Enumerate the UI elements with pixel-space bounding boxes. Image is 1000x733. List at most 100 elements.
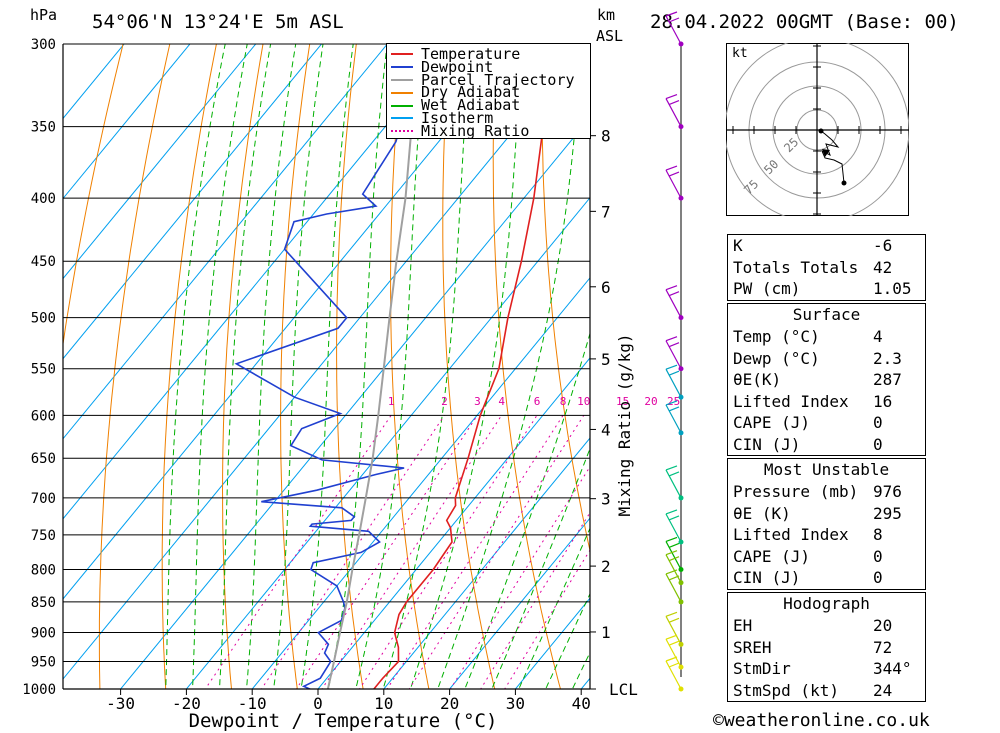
pressure-tick-label: 1000 (22, 682, 56, 698)
dry-adiabat-line (63, 44, 124, 348)
x-tick-label: -20 (172, 694, 201, 713)
mu-pressure-label: Pressure (mb) (733, 482, 859, 501)
surface-temp-value: 4 (873, 327, 883, 346)
legend-swatch (391, 53, 413, 56)
parcel-trajectory-profile (326, 44, 422, 689)
legend-label: Wet Adiabat (421, 96, 521, 115)
legend-item: Dry Adiabat (387, 85, 590, 100)
surface-cin-value: 0 (873, 434, 883, 454)
legend-swatch (391, 130, 413, 133)
forecast-datetime: 28.04.2022 00GMT (Base: 00) (650, 11, 959, 33)
mixing-ratio-line (260, 415, 445, 689)
mixing-ratio-label: 8 (560, 395, 567, 408)
mu-theta-value: 295 (873, 503, 902, 523)
wind-barb (665, 400, 684, 436)
wet-adiabat-line (382, 44, 471, 689)
surface-theta-label: θE(K) (733, 370, 782, 389)
skew-t-diagram: 3003504004505005506006507007508008509009… (22, 7, 720, 732)
pressure-tick-label: 800 (31, 562, 56, 578)
mu-li-label: Lifted Index (733, 525, 849, 544)
dry-adiabat-line (221, 44, 264, 689)
x-tick-label: -10 (238, 694, 267, 713)
wind-barb (665, 165, 684, 201)
stmspd-value: 24 (873, 680, 893, 700)
isotherm-line (383, 437, 590, 689)
wet-adiabat-line (355, 44, 427, 689)
surface-theta-value: 287 (873, 370, 902, 389)
wet-adiabat-line (218, 44, 272, 689)
km-tick-label: 4 (601, 420, 611, 439)
dry-adiabat-line (492, 44, 562, 689)
mixing-ratio-axis-title: Mixing Ratio (g/kg) (615, 333, 634, 516)
mu-cape-value: 0 (873, 546, 883, 566)
km-tick-label: 3 (601, 490, 611, 509)
surface-temp-label: Temp (°C) (733, 327, 820, 346)
surface-cape-label: CAPE (J) (733, 413, 811, 432)
isotherm-line (63, 44, 125, 120)
eh-value: 20 (873, 616, 893, 635)
isotherm-line (626, 7, 720, 715)
pressure-tick-label: 850 (31, 595, 56, 611)
wet-adiabat-line (273, 44, 324, 689)
x-axis-title: Dewpoint / Temperature (°C) (189, 710, 498, 732)
wind-barb (665, 336, 684, 372)
hodograph-trace (820, 130, 845, 184)
pressure-tick-label: 550 (31, 362, 56, 378)
surface-li-label: Lifted Index (733, 391, 849, 411)
mu-li-value: 8 (873, 525, 883, 544)
surface-cape-value: 0 (873, 413, 883, 432)
wind-barb (665, 94, 684, 130)
mixing-ratio-label: 15 (616, 395, 629, 408)
legend-label: Temperature (421, 45, 521, 63)
k-index-label: K (733, 236, 743, 255)
wind-barb (665, 550, 684, 586)
k-index-row: K -6 (728, 235, 925, 257)
pw-label: PW (cm) (733, 279, 801, 298)
x-tick-label: 0 (313, 694, 323, 713)
mu-pressure-value: 976 (873, 482, 902, 501)
isotherm-line (63, 44, 388, 440)
mixing-ratio-line (480, 511, 590, 689)
stmspd-label: StmSpd (kt) (733, 680, 839, 700)
mu-cin-label: CIN (J) (733, 568, 801, 587)
pressure-tick-label: 900 (31, 626, 56, 642)
wet-adiabat-line (437, 44, 583, 689)
km-tick-label: 2 (601, 557, 611, 576)
sreh-label: SREH (733, 637, 772, 657)
totals-totals-label: Totals Totals (733, 257, 859, 277)
wind-barb (665, 465, 684, 501)
hodograph-end-point (841, 180, 847, 186)
dry-adiabat-line (98, 44, 171, 689)
dry-adiabat-line (681, 7, 720, 715)
surface-table: Surface Temp (°C) 4 Dewp (°C) 2.3 θE(K) 287… (727, 303, 926, 456)
legend-swatch (391, 91, 413, 94)
pressure-tick-label: 700 (31, 491, 56, 507)
legend-label: Dewpoint (421, 57, 494, 76)
x-tick-label: 20 (440, 694, 459, 713)
mixing-ratio-line (295, 415, 478, 689)
mixing-ratio-label: 3 (474, 395, 481, 408)
mu-cape-label: CAPE (J) (733, 546, 811, 566)
km-tick-label: 5 (601, 350, 611, 369)
km-tick-label: 1 (601, 623, 611, 642)
mixing-ratio-label: 25 (667, 395, 680, 408)
wind-barbs (665, 11, 684, 692)
wet-adiabat-line (464, 331, 590, 689)
wet-adiabat-line (409, 44, 523, 689)
pw-value: 1.05 (873, 279, 912, 298)
asl-unit-label: ASL (596, 27, 624, 45)
hodograph-start-point (818, 128, 824, 134)
pressure-tick-label: 950 (31, 655, 56, 671)
pw-row: PW (cm) 1.05 (728, 278, 925, 300)
legend-label: Mixing Ratio (421, 121, 530, 140)
hodograph-table: Hodograph EH 20 SREH 72 StmDir 344° StmSpd … (727, 592, 926, 702)
x-tick-label: 10 (374, 694, 393, 713)
totals-totals-value: 42 (873, 257, 893, 277)
pressure-tick-label: 300 (31, 37, 56, 53)
copyright-link[interactable]: ©weatheronline.co.uk (713, 710, 930, 731)
pressure-tick-label: 600 (31, 408, 56, 424)
wind-barb (665, 285, 684, 321)
legend-swatch (391, 104, 413, 107)
isotherm-line (63, 44, 323, 360)
dry-adiabat-line (336, 44, 364, 689)
